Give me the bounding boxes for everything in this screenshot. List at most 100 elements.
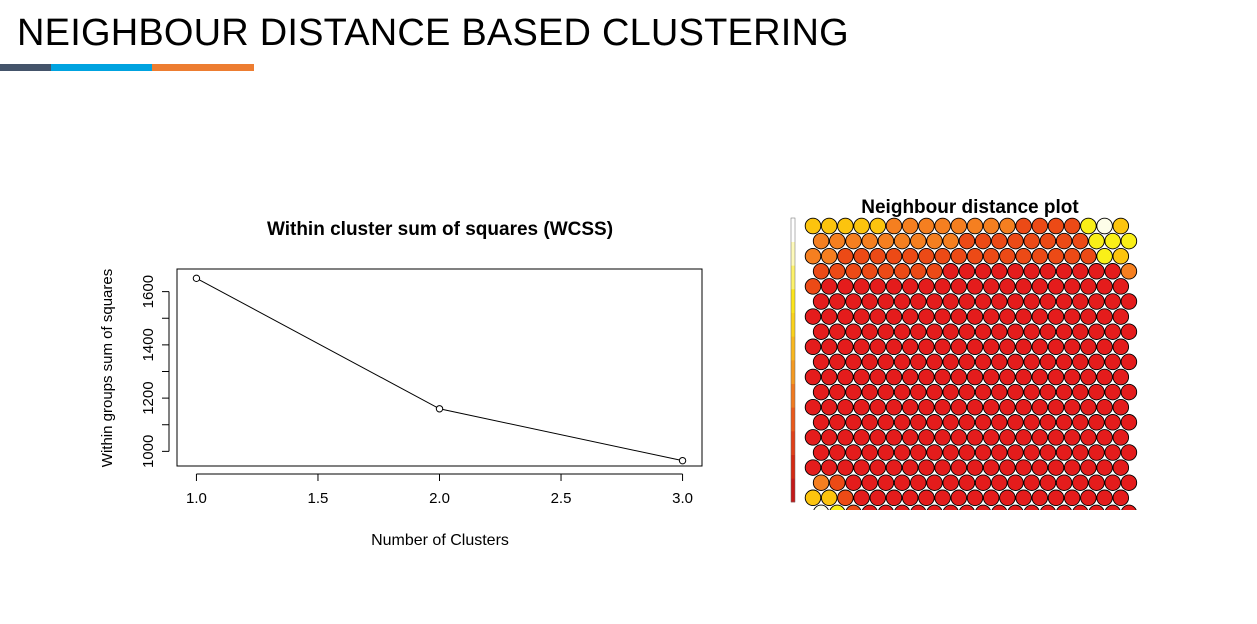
som-node (943, 445, 959, 461)
som-node (975, 415, 991, 431)
som-node (1097, 369, 1113, 385)
som-node (992, 264, 1008, 280)
som-node (1024, 324, 1040, 340)
som-node (1097, 399, 1113, 415)
som-node (1113, 279, 1129, 295)
som-node (894, 233, 910, 249)
colorbar-segment (791, 360, 795, 384)
som-node (805, 460, 821, 476)
accent-segment-blue (51, 64, 152, 71)
som-node (935, 279, 951, 295)
som-node (1048, 490, 1064, 506)
som-node (1048, 248, 1064, 264)
som-node (1008, 415, 1024, 431)
som-node (1000, 248, 1016, 264)
som-node (1081, 218, 1097, 234)
som-node (943, 354, 959, 370)
som-node (862, 384, 878, 400)
som-node (983, 248, 999, 264)
som-node (1097, 248, 1113, 264)
som-node (878, 445, 894, 461)
som-node (1048, 279, 1064, 295)
som-node (1113, 490, 1129, 506)
som-node (1016, 309, 1032, 325)
som-node (821, 460, 837, 476)
som-node (975, 384, 991, 400)
som-node (854, 309, 870, 325)
som-node (821, 490, 837, 506)
som-node (886, 339, 902, 355)
som-node (1008, 354, 1024, 370)
som-node (878, 415, 894, 431)
colorbar-segment (791, 289, 795, 313)
som-node (870, 399, 886, 415)
som-node (854, 490, 870, 506)
som-node (911, 324, 927, 340)
som-node (975, 505, 991, 510)
data-point (436, 406, 442, 412)
som-node (821, 399, 837, 415)
som-node (927, 475, 943, 491)
som-node (992, 445, 1008, 461)
som-node (870, 218, 886, 234)
som-node (975, 233, 991, 249)
som-node (902, 248, 918, 264)
x-tick-label: 2.5 (551, 490, 572, 507)
som-node (1113, 218, 1129, 234)
som-node (951, 399, 967, 415)
som-node (1081, 460, 1097, 476)
som-node (967, 460, 983, 476)
som-node (902, 399, 918, 415)
som-node (1048, 460, 1064, 476)
som-node (919, 399, 935, 415)
som-node (862, 354, 878, 370)
som-node (862, 475, 878, 491)
som-node (830, 233, 846, 249)
x-tick-label: 1.5 (308, 490, 329, 507)
som-node (1073, 264, 1089, 280)
som-node (902, 279, 918, 295)
som-node (1016, 369, 1032, 385)
som-node (967, 430, 983, 446)
som-node (1056, 264, 1072, 280)
som-node (1024, 294, 1040, 310)
som-node (878, 384, 894, 400)
som-node (1081, 430, 1097, 446)
som-node (1032, 399, 1048, 415)
som-node (1032, 309, 1048, 325)
som-node (911, 445, 927, 461)
som-node (943, 505, 959, 510)
x-tick-label: 2.0 (429, 490, 450, 507)
som-node (951, 430, 967, 446)
som-node (1073, 445, 1089, 461)
som-node (919, 460, 935, 476)
wcss-x-axis-label: Number of Clusters (371, 532, 509, 549)
wcss-points (193, 275, 686, 464)
som-node (854, 248, 870, 264)
som-node (1081, 248, 1097, 264)
som-node (1008, 475, 1024, 491)
som-node (805, 430, 821, 446)
som-node (1040, 384, 1056, 400)
som-node (935, 248, 951, 264)
som-node (1032, 490, 1048, 506)
y-tick-label: 1200 (140, 381, 157, 414)
som-node (1089, 384, 1105, 400)
som-node (1000, 309, 1016, 325)
som-node (813, 445, 829, 461)
som-node (1113, 460, 1129, 476)
som-node (813, 324, 829, 340)
som-node (1097, 309, 1113, 325)
som-node (943, 264, 959, 280)
som-node (862, 415, 878, 431)
som-node (1121, 294, 1137, 310)
som-node (935, 309, 951, 325)
som-node (1105, 233, 1121, 249)
som-node (894, 324, 910, 340)
som-node (1024, 233, 1040, 249)
som-node (992, 505, 1008, 510)
som-node (1121, 384, 1137, 400)
som-node (870, 339, 886, 355)
som-node (919, 279, 935, 295)
som-node (1048, 399, 1064, 415)
